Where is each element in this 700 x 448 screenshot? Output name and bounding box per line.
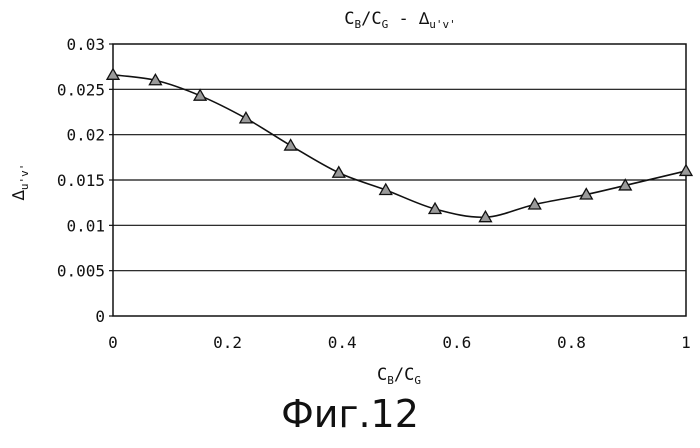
y-tick-label: 0.01 bbox=[66, 216, 105, 235]
x-tick-label: 0.8 bbox=[557, 333, 586, 352]
x-tick-label: 1 bbox=[681, 333, 691, 352]
y-tick-label: 0.025 bbox=[57, 80, 105, 99]
data-point-marker bbox=[240, 112, 252, 123]
y-tick-label: 0.015 bbox=[57, 171, 105, 190]
data-point-marker bbox=[680, 165, 692, 176]
chart: CB/CG - ∆u'v' 0 0.005 0.01 0.015 0.02 0.025 0.… bbox=[0, 0, 700, 390]
y-tick-label: 0.02 bbox=[66, 126, 105, 145]
data-point-marker bbox=[285, 140, 297, 151]
grid-lines bbox=[113, 89, 686, 270]
x-tick-label: 0.2 bbox=[213, 333, 242, 352]
y-tick-label: 0.005 bbox=[57, 262, 105, 281]
x-tick-labels: 0 0.2 0.4 0.6 0.8 1 bbox=[108, 333, 691, 352]
x-tick-label: 0 bbox=[108, 333, 118, 352]
figure-caption: Фиг.12 bbox=[0, 392, 700, 436]
y-tick-labels: 0 0.005 0.01 0.015 0.02 0.025 0.03 bbox=[57, 35, 113, 326]
y-tick-label: 0.03 bbox=[66, 35, 105, 54]
y-tick-label: 0 bbox=[95, 307, 105, 326]
chart-title: CB/CG - ∆u'v' bbox=[344, 9, 455, 31]
data-point-marker bbox=[333, 167, 345, 178]
y-axis-label: ∆u'v' bbox=[9, 164, 31, 202]
x-tick-label: 0.4 bbox=[328, 333, 357, 352]
x-tick-label: 0.6 bbox=[442, 333, 471, 352]
series-markers bbox=[107, 69, 692, 222]
data-point-marker bbox=[194, 90, 206, 101]
x-axis-label: CB/CG bbox=[377, 365, 421, 387]
data-point-marker bbox=[107, 69, 119, 80]
